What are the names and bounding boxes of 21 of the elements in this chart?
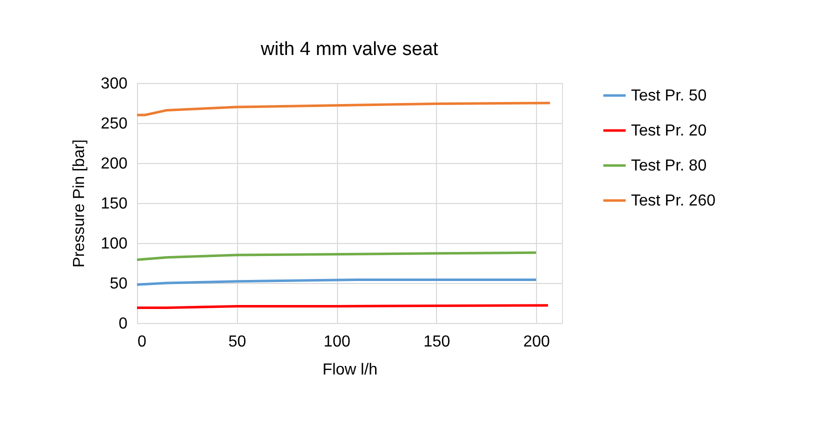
x-tick-label: 200	[523, 334, 550, 350]
legend-label: Test Pr. 80	[631, 158, 707, 174]
y-tick-label: 250	[100, 116, 128, 132]
x-tick-label: 50	[228, 334, 246, 350]
y-tick-label: 150	[100, 196, 128, 212]
y-axis-title: Pressure Pin [bar]	[70, 139, 88, 268]
y-tick-label: 100	[100, 236, 128, 252]
line-series	[136, 102, 552, 116]
legend-label: Test Pr. 20	[631, 122, 707, 140]
y-tick-label: 50	[110, 276, 128, 292]
x-axis-title: Flow l/h	[322, 362, 378, 378]
x-tick-label: 100	[324, 334, 350, 350]
chart-title: with 4 mm valve seat	[260, 39, 439, 60]
line-series	[136, 251, 538, 262]
y-tick-label: 300	[100, 76, 128, 92]
x-tick-label: 150	[423, 334, 450, 350]
legend-label: Test Pr. 260	[631, 192, 716, 210]
y-tick-label: 0	[118, 316, 128, 332]
y-tick-label: 200	[100, 156, 128, 172]
x-tick-label: 0	[138, 334, 146, 350]
legend-label: Test Pr. 50	[631, 88, 707, 104]
